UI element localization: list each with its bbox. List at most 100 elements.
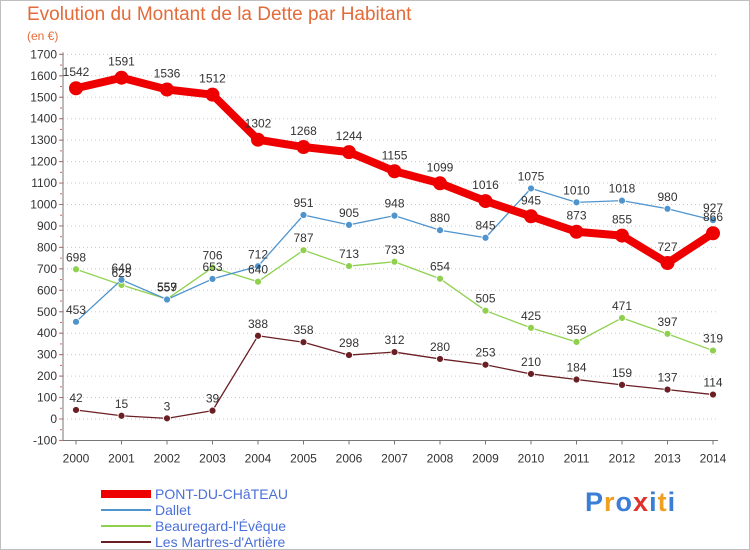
data-label: 873 (566, 209, 586, 223)
data-label: 159 (612, 366, 632, 380)
logo-letter: r (604, 487, 616, 517)
y-tick-label: 300 (37, 348, 57, 362)
x-tick-labels: 2000 2001 2002 2003 2004 2005 2006 2007 2008 2009… (63, 451, 727, 465)
data-point (390, 257, 399, 266)
data-point (618, 314, 626, 322)
data-point (254, 277, 262, 286)
series-group (69, 70, 720, 423)
data-point (390, 211, 399, 220)
data-point (524, 209, 538, 224)
data-point (527, 370, 535, 378)
data-point (160, 82, 174, 97)
data-point (390, 348, 399, 356)
data-point (387, 164, 402, 179)
data-point (709, 390, 717, 399)
y-tick-label: 1400 (30, 112, 57, 126)
data-label: 787 (293, 231, 313, 245)
y-tick-label: 400 (37, 326, 57, 340)
data-label: 312 (384, 333, 404, 347)
data-point (663, 385, 672, 394)
data-label: 505 (475, 292, 495, 306)
x-tick-label: 2003 (199, 451, 226, 465)
data-point (208, 263, 217, 272)
data-point (709, 346, 717, 355)
data-point (299, 246, 308, 255)
data-point (114, 70, 129, 85)
data-point (342, 145, 356, 160)
data-label: 1099 (427, 160, 454, 174)
data-point (72, 406, 80, 414)
x-tick-label: 2009 (472, 451, 499, 465)
axes (59, 52, 718, 445)
y-tick-label: 700 (37, 262, 57, 276)
data-point (296, 140, 311, 155)
data-point (205, 87, 220, 102)
data-label: 845 (475, 219, 495, 233)
data-point (208, 275, 217, 283)
data-label: 698 (66, 250, 86, 264)
data-point (251, 132, 265, 147)
y-tick-label: 1600 (30, 69, 57, 83)
data-label: 1302 (245, 117, 272, 131)
data-point (72, 265, 80, 274)
data-label: 706 (202, 249, 222, 263)
x-tick-label: 2004 (245, 451, 272, 465)
data-label: 210 (521, 355, 541, 369)
data-label: 1018 (609, 182, 636, 196)
data-label: 951 (293, 196, 313, 210)
data-label: 905 (339, 206, 359, 220)
data-label: 727 (657, 240, 677, 254)
chart-unit-label: (en €) (27, 29, 59, 43)
data-point (436, 274, 444, 283)
y-tick-labels: -100 0 100 200 300 400 500 600 700 800 900 1000 1100… (30, 47, 57, 447)
data-point (345, 262, 353, 270)
data-label: 948 (384, 197, 404, 211)
data-point (433, 176, 447, 191)
y-tick-label: -100 (33, 433, 57, 447)
x-tick-label: 2007 (381, 451, 408, 465)
y-tick-label: 100 (37, 391, 57, 405)
y-tick-label: 1700 (30, 47, 57, 61)
data-label: 713 (339, 247, 359, 261)
data-label: 649 (111, 261, 131, 275)
data-point (208, 406, 217, 415)
x-tick-label: 2002 (154, 451, 181, 465)
data-point (299, 338, 308, 347)
data-label: 1542 (63, 65, 90, 79)
data-label: 640 (248, 263, 268, 277)
data-label: 927 (703, 201, 723, 215)
data-label: 42 (69, 391, 83, 405)
data-point (163, 414, 171, 423)
data-label: 114 (703, 376, 722, 390)
data-label: 359 (566, 323, 586, 337)
data-label: 1244 (336, 129, 363, 143)
data-label: 1591 (108, 55, 135, 69)
data-point (117, 275, 126, 284)
proxiti-logo: Proxiti (585, 487, 676, 518)
data-label: 298 (339, 336, 359, 350)
x-tick-label: 2013 (654, 451, 681, 465)
y-tick-label: 1500 (30, 90, 57, 104)
x-tick-label: 2010 (518, 451, 545, 465)
y-tick-label: 200 (37, 369, 57, 383)
legend-swatch (101, 490, 151, 498)
data-label: 855 (612, 213, 632, 227)
logo-letter: x (633, 487, 650, 517)
data-point (345, 220, 353, 229)
data-point (254, 331, 262, 340)
data-point (663, 204, 672, 213)
logo-letter: i (649, 487, 658, 517)
x-tick-label: 2011 (564, 451, 590, 465)
data-label: 559 (157, 280, 177, 294)
data-point (527, 323, 535, 332)
y-tick-label: 500 (37, 305, 57, 319)
data-point (481, 306, 490, 315)
x-tick-label: 2008 (427, 451, 454, 465)
legend-label: Dallet (155, 502, 191, 518)
data-label: 654 (430, 260, 450, 274)
legend-label: PONT-DU-CHâTEAU (155, 486, 289, 502)
y-tick-label: 800 (37, 240, 57, 254)
data-label: 388 (248, 317, 268, 331)
data-label: 1075 (518, 169, 545, 183)
